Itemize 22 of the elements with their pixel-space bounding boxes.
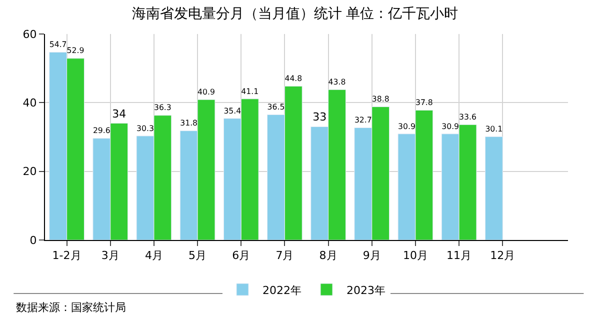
legend-label: 2023年 bbox=[346, 284, 386, 297]
y-tick-label: 20 bbox=[22, 165, 37, 178]
x-tick-label: 11月 bbox=[446, 249, 472, 262]
source-note: 数据来源：国家统计局 bbox=[16, 301, 126, 314]
y-tick-label: 40 bbox=[22, 96, 37, 110]
x-tick-label: 5月 bbox=[188, 249, 207, 262]
x-tick-label: 12月 bbox=[490, 249, 516, 262]
x-tick-label: 8月 bbox=[319, 249, 338, 262]
legend-label: 2022年 bbox=[262, 284, 302, 297]
x-tick-label: 4月 bbox=[144, 249, 163, 262]
y-tick-label: 60 bbox=[22, 28, 37, 41]
x-tick-label: 3月 bbox=[101, 249, 120, 262]
y-tick-label: 0 bbox=[30, 234, 37, 247]
x-tick-label: 7月 bbox=[276, 249, 294, 262]
bar bbox=[484, 136, 503, 240]
x-tick-label: 9月 bbox=[362, 249, 381, 262]
x-tick-label: 10月 bbox=[402, 249, 428, 262]
data-label: 34 bbox=[112, 107, 126, 120]
x-tick-label: 1-2月 bbox=[52, 249, 82, 262]
x-tick-label: 6月 bbox=[232, 249, 250, 262]
chart-title: 海南省发电量分月（当月值）统计 单位：亿千瓦小时 bbox=[132, 6, 458, 22]
data-label: 33 bbox=[312, 110, 327, 124]
